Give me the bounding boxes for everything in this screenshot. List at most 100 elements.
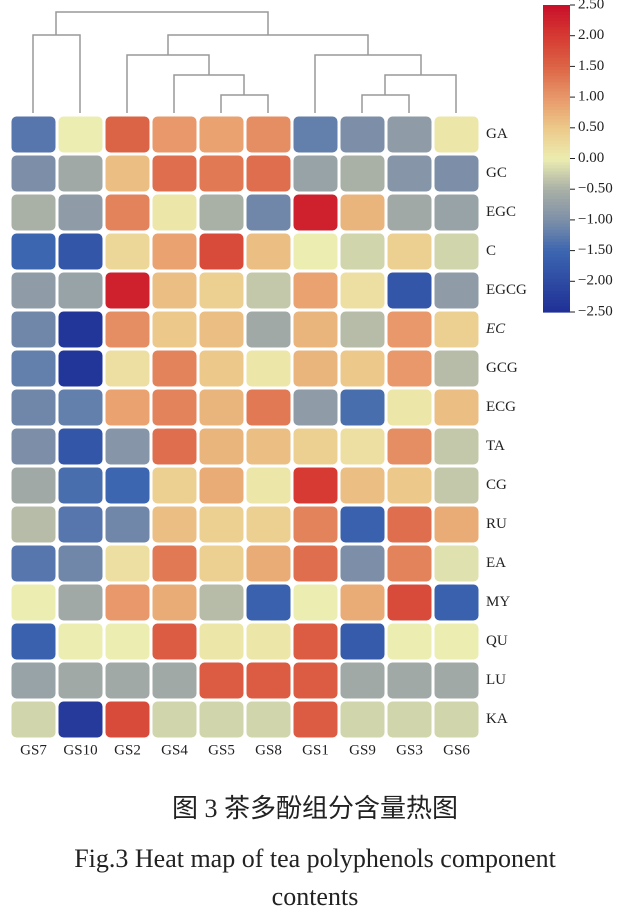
cell — [293, 662, 338, 699]
cell — [340, 233, 385, 270]
colorbar-step — [543, 247, 570, 252]
colorbar-step — [543, 272, 570, 276]
colorbar-step — [543, 97, 570, 101]
column-label: GS9 — [349, 742, 376, 758]
colorbar-step — [543, 133, 570, 138]
colorbar-step — [543, 262, 570, 267]
cell — [199, 467, 244, 504]
cell — [246, 311, 291, 348]
colorbar-step — [543, 143, 570, 147]
cell — [105, 311, 150, 348]
colorbar-step — [543, 75, 570, 80]
cell — [58, 662, 103, 699]
cell — [387, 662, 432, 699]
cell — [105, 701, 150, 738]
cell — [199, 428, 244, 465]
colorbar-step — [543, 226, 570, 230]
colorbar-step — [543, 8, 570, 12]
cell — [58, 701, 103, 738]
colorbar-step — [543, 90, 570, 95]
colorbar-step — [543, 20, 570, 25]
colorbar-label: 0.00 — [578, 150, 604, 166]
column-label: GS8 — [255, 742, 282, 758]
cell — [293, 584, 338, 621]
cell — [293, 623, 338, 660]
colorbar-step — [543, 152, 570, 157]
column-label: GS2 — [114, 742, 141, 758]
cell — [340, 545, 385, 582]
cell — [246, 116, 291, 153]
cell — [246, 584, 291, 621]
colorbar-step — [543, 23, 570, 28]
cell — [434, 155, 479, 192]
cell — [58, 155, 103, 192]
cell — [58, 350, 103, 387]
cell — [434, 116, 479, 153]
cell — [58, 389, 103, 426]
cell — [105, 194, 150, 231]
colorbar-step — [543, 78, 570, 83]
cell — [152, 311, 197, 348]
cell — [293, 350, 338, 387]
colorbar-step — [543, 94, 570, 98]
colorbar-step — [543, 69, 570, 74]
cell — [11, 623, 56, 660]
cell — [152, 662, 197, 699]
cell — [105, 662, 150, 699]
colorbar-step — [543, 127, 570, 132]
cell — [152, 389, 197, 426]
cell — [199, 389, 244, 426]
row-label: EGCG — [486, 282, 527, 298]
cell — [340, 701, 385, 738]
cell — [246, 233, 291, 270]
colorbar-step — [543, 299, 570, 304]
cell — [199, 155, 244, 192]
cell — [246, 506, 291, 543]
cell — [246, 623, 291, 660]
colorbar-step — [543, 44, 570, 49]
cell — [11, 350, 56, 387]
cell — [152, 272, 197, 309]
cell — [246, 467, 291, 504]
colorbar-step — [543, 66, 570, 71]
colorbar-step — [543, 149, 570, 153]
cell — [340, 155, 385, 192]
colorbar-step — [543, 84, 570, 89]
colorbar-step — [543, 216, 570, 221]
caption-en: Fig.3 Heat map of tea polyphenols compon… — [74, 844, 556, 911]
colorbar-step — [543, 109, 570, 114]
cell — [387, 545, 432, 582]
cell — [152, 584, 197, 621]
cell — [152, 467, 197, 504]
colorbar-step — [543, 183, 570, 187]
colorbar-step — [543, 198, 570, 203]
cell — [293, 311, 338, 348]
cell — [152, 116, 197, 153]
colorbar-step — [543, 201, 570, 206]
colorbar-step — [543, 60, 570, 64]
cell — [246, 662, 291, 699]
colorbar-step — [543, 229, 570, 233]
cell — [340, 428, 385, 465]
cell — [11, 272, 56, 309]
colorbar-step — [543, 161, 570, 166]
cell — [434, 701, 479, 738]
column-label: GS1 — [302, 742, 329, 758]
cell — [340, 584, 385, 621]
colorbar-step — [543, 5, 570, 9]
row-label: C — [486, 243, 496, 259]
colorbar-step — [543, 275, 570, 279]
colorbar-step — [543, 137, 570, 141]
cell — [199, 116, 244, 153]
colorbar-step — [543, 265, 570, 270]
cell — [434, 506, 479, 543]
cell — [434, 194, 479, 231]
row-label: QU — [486, 633, 508, 649]
colorbar-step — [543, 192, 570, 196]
colorbar-step — [543, 189, 570, 193]
cell — [434, 389, 479, 426]
cell — [293, 272, 338, 309]
cell — [340, 662, 385, 699]
row-label: GCG — [486, 360, 518, 376]
